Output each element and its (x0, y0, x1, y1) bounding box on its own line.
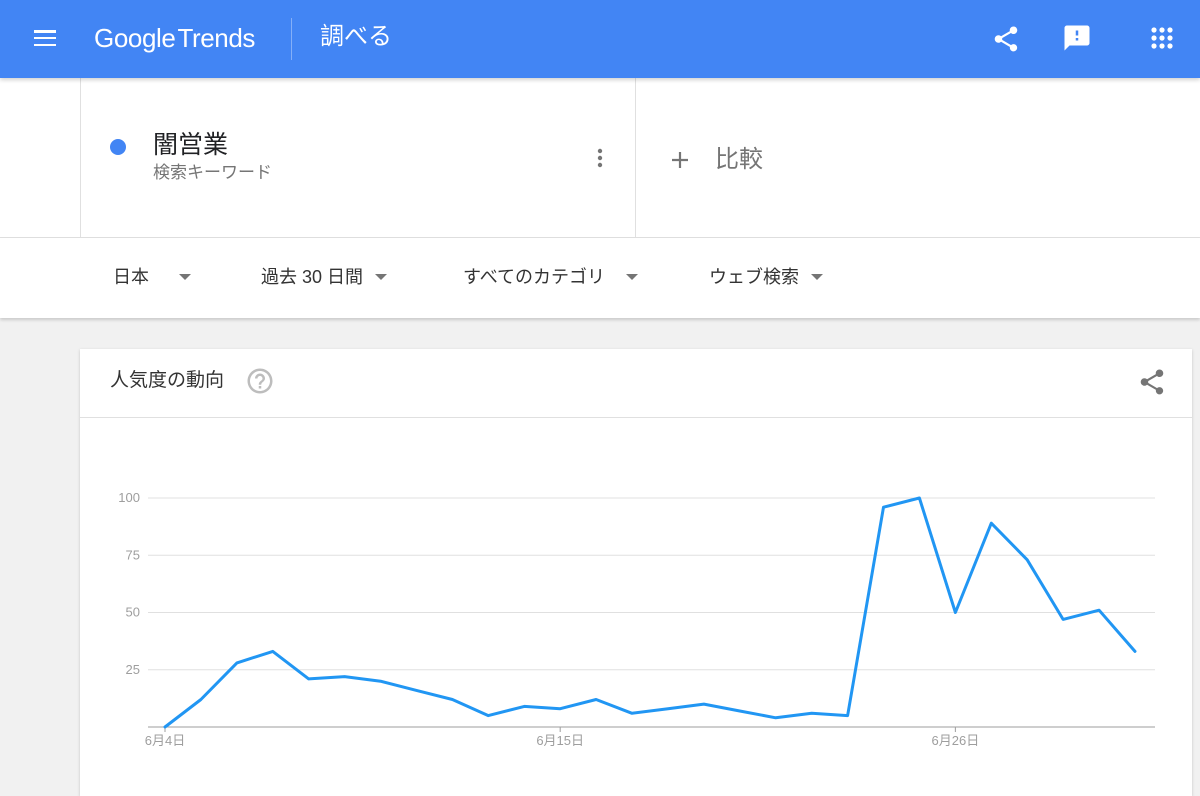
more-vert-icon[interactable] (588, 146, 612, 170)
plus-icon-glyph (672, 152, 688, 168)
data-point[interactable] (663, 704, 673, 714)
card-title: 人気度の動向 (110, 370, 225, 391)
time-range-filter-dropdown[interactable]: 過去 30 日間 (261, 262, 393, 292)
compare-label: 比較 (715, 146, 763, 173)
x-tick-label: 6月15日 (536, 733, 584, 748)
data-point[interactable] (879, 502, 889, 512)
data-point[interactable] (771, 713, 781, 723)
time-range-filter-label: 過去 30 日間 (261, 267, 364, 287)
search-type-filter-label: ウェブ検索 (709, 267, 799, 287)
data-point[interactable] (627, 708, 637, 718)
region-filter-dropdown[interactable]: 日本 (113, 262, 197, 292)
region-filter-label: 日本 (113, 267, 149, 287)
data-point[interactable] (555, 704, 565, 714)
caret-down-icon (179, 274, 191, 280)
interest-line-chart[interactable]: 25 50 75 100 6月4日 6月15日 6月26日 (80, 349, 1192, 796)
caret-down-icon (375, 274, 387, 280)
y-tick-label: 25 (126, 662, 140, 677)
category-filter-dropdown[interactable]: すべてのカテゴリ (463, 262, 638, 292)
y-tick-label: 75 (126, 547, 140, 562)
help-icon[interactable] (245, 366, 275, 396)
data-point[interactable] (519, 701, 529, 711)
share-icon-glyph (994, 26, 1018, 52)
data-point[interactable] (591, 695, 601, 705)
data-point[interactable] (914, 493, 924, 503)
search-term-input[interactable]: 闇営業 (153, 131, 229, 159)
share-icon[interactable] (1137, 367, 1167, 397)
data-point[interactable] (735, 706, 745, 716)
search-term-type: 検索キーワード (153, 163, 272, 182)
data-point[interactable] (196, 695, 206, 705)
series-line (163, 496, 1137, 729)
data-point[interactable] (807, 708, 817, 718)
caret-down-icon (626, 274, 638, 280)
search-term-card[interactable]: 闇営業 検索キーワード (80, 78, 636, 237)
data-point[interactable] (340, 672, 350, 682)
category-filter-label: すべてのカテゴリ (463, 267, 606, 287)
add-comparison-button[interactable]: 比較 (636, 78, 1200, 237)
apps-icon[interactable] (1151, 27, 1173, 49)
term-color-dot (110, 139, 126, 155)
apps-icon-dots (1151, 27, 1173, 49)
page-title: 調べる (320, 23, 392, 50)
google-trends-logo[interactable]: GoogleTrends (94, 21, 255, 55)
card-divider (80, 417, 1192, 418)
data-point[interactable] (950, 608, 960, 618)
logo-trends-text: Trends (177, 23, 256, 53)
menu-icon-bar (34, 36, 56, 40)
menu-icon[interactable] (34, 30, 56, 46)
menu-icon-bar (34, 43, 56, 46)
data-point[interactable] (447, 695, 457, 705)
y-tick-label: 50 (126, 605, 140, 620)
caret-down-icon (811, 274, 823, 280)
y-tick-label: 100 (118, 490, 140, 505)
data-point[interactable] (411, 685, 421, 695)
data-point[interactable] (232, 658, 242, 668)
data-point[interactable] (268, 646, 278, 656)
data-point[interactable] (483, 711, 493, 721)
help-icon-glyph (247, 368, 273, 394)
plus-icon (672, 152, 688, 168)
data-point[interactable] (986, 518, 996, 528)
feedback-icon-glyph (1064, 25, 1090, 51)
data-point[interactable] (699, 699, 709, 709)
share-icon-glyph (1140, 369, 1164, 395)
data-point[interactable] (376, 676, 386, 686)
data-point[interactable] (304, 674, 314, 684)
interest-over-time-card: 人気度の動向 25 50 75 100 6月4日 6月15日 6月26日 (80, 349, 1192, 796)
menu-icon-bar (34, 30, 56, 33)
data-point[interactable] (1094, 605, 1104, 615)
share-icon[interactable] (991, 24, 1021, 54)
search-type-filter-dropdown[interactable]: ウェブ検索 (709, 262, 825, 292)
data-point[interactable] (1022, 555, 1032, 565)
more-vert-icon-dots (597, 148, 603, 168)
logo-google-text: Google (94, 23, 176, 53)
data-point[interactable] (1058, 614, 1068, 624)
filter-bar: 日本 過去 30 日間 すべてのカテゴリ ウェブ検索 (0, 238, 1200, 318)
data-point[interactable] (843, 711, 853, 721)
explore-bar: 闇営業 検索キーワード 比較 (0, 78, 1200, 238)
feedback-icon[interactable] (1062, 23, 1092, 53)
x-tick-label: 6月26日 (932, 733, 980, 748)
data-point[interactable] (160, 722, 170, 732)
top-app-bar: GoogleTrends 調べる (0, 0, 1200, 78)
x-tick-label: 6月4日 (145, 733, 185, 748)
header-divider (291, 18, 292, 60)
data-point[interactable] (1130, 646, 1140, 656)
